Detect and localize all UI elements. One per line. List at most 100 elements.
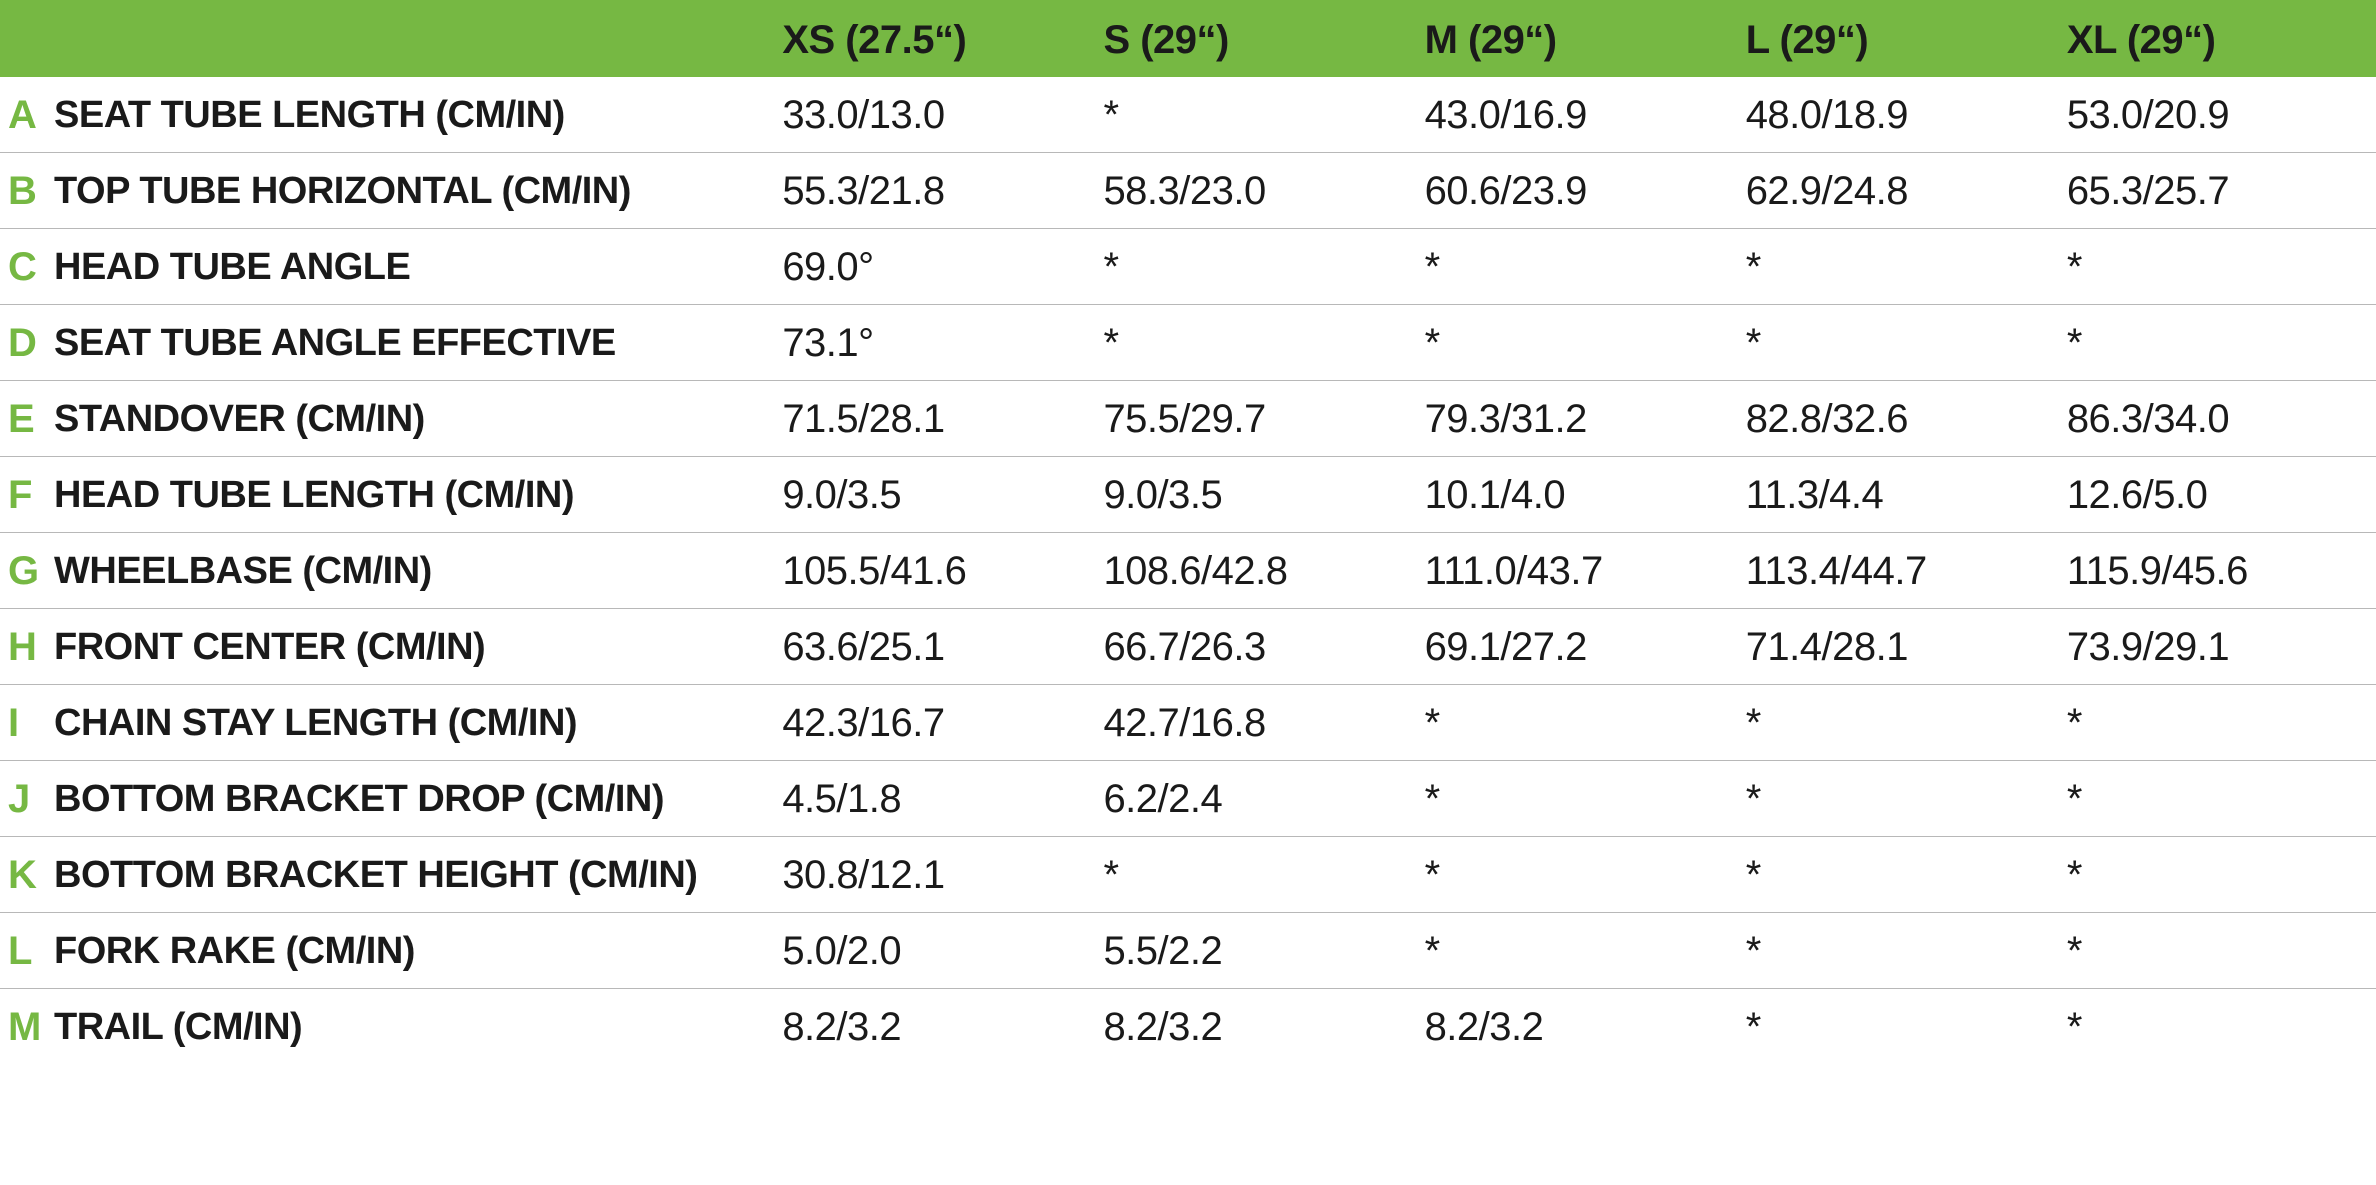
cell-value: * bbox=[1734, 229, 2055, 305]
cell-value: * bbox=[2055, 305, 2376, 381]
row-letter: M bbox=[0, 989, 50, 1065]
cell-value: 42.3/16.7 bbox=[770, 685, 1091, 761]
cell-value: 73.1° bbox=[770, 305, 1091, 381]
cell-value: * bbox=[1734, 761, 2055, 837]
cell-value: 8.2/3.2 bbox=[1091, 989, 1412, 1065]
cell-value: * bbox=[1091, 229, 1412, 305]
cell-value: 10.1/4.0 bbox=[1413, 457, 1734, 533]
cell-value: * bbox=[1734, 305, 2055, 381]
cell-value: 6.2/2.4 bbox=[1091, 761, 1412, 837]
cell-value: 71.4/28.1 bbox=[1734, 609, 2055, 685]
cell-value: 60.6/23.9 bbox=[1413, 153, 1734, 229]
cell-value: 69.0° bbox=[770, 229, 1091, 305]
cell-value: * bbox=[2055, 685, 2376, 761]
row-label: HEAD TUBE ANGLE bbox=[50, 229, 770, 305]
table-row: I CHAIN STAY LENGTH (CM/IN) 42.3/16.7 42… bbox=[0, 685, 2376, 761]
cell-value: * bbox=[1413, 685, 1734, 761]
geometry-table: XS (27.5“) S (29“) M (29“) L (29“) XL (2… bbox=[0, 0, 2376, 1064]
row-letter: J bbox=[0, 761, 50, 837]
table-row: J BOTTOM BRACKET DROP (CM/IN) 4.5/1.8 6.… bbox=[0, 761, 2376, 837]
row-label: FORK RAKE (CM/IN) bbox=[50, 913, 770, 989]
row-letter: L bbox=[0, 913, 50, 989]
header-col-m: M (29“) bbox=[1413, 0, 1734, 77]
cell-value: * bbox=[1091, 305, 1412, 381]
cell-value: 73.9/29.1 bbox=[2055, 609, 2376, 685]
row-letter: K bbox=[0, 837, 50, 913]
cell-value: 9.0/3.5 bbox=[770, 457, 1091, 533]
row-letter: H bbox=[0, 609, 50, 685]
cell-value: 9.0/3.5 bbox=[1091, 457, 1412, 533]
cell-value: 12.6/5.0 bbox=[2055, 457, 2376, 533]
cell-value: 86.3/34.0 bbox=[2055, 381, 2376, 457]
cell-value: 11.3/4.4 bbox=[1734, 457, 2055, 533]
table-row: D SEAT TUBE ANGLE EFFECTIVE 73.1° * * * … bbox=[0, 305, 2376, 381]
row-letter: A bbox=[0, 77, 50, 153]
table-row: G WHEELBASE (CM/IN) 105.5/41.6 108.6/42.… bbox=[0, 533, 2376, 609]
table-body: A SEAT TUBE LENGTH (CM/IN) 33.0/13.0 * 4… bbox=[0, 77, 2376, 1064]
table-row: A SEAT TUBE LENGTH (CM/IN) 33.0/13.0 * 4… bbox=[0, 77, 2376, 153]
cell-value: * bbox=[1413, 913, 1734, 989]
row-label: BOTTOM BRACKET DROP (CM/IN) bbox=[50, 761, 770, 837]
table-row: E STANDOVER (CM/IN) 71.5/28.1 75.5/29.7 … bbox=[0, 381, 2376, 457]
row-label: BOTTOM BRACKET HEIGHT (CM/IN) bbox=[50, 837, 770, 913]
cell-value: 63.6/25.1 bbox=[770, 609, 1091, 685]
row-letter: D bbox=[0, 305, 50, 381]
cell-value: 30.8/12.1 bbox=[770, 837, 1091, 913]
cell-value: 48.0/18.9 bbox=[1734, 77, 2055, 153]
cell-value: 82.8/32.6 bbox=[1734, 381, 2055, 457]
cell-value: 8.2/3.2 bbox=[1413, 989, 1734, 1065]
header-col-xs: XS (27.5“) bbox=[770, 0, 1091, 77]
cell-value: 42.7/16.8 bbox=[1091, 685, 1412, 761]
cell-value: * bbox=[1734, 989, 2055, 1065]
cell-value: 113.4/44.7 bbox=[1734, 533, 2055, 609]
header-col-l: L (29“) bbox=[1734, 0, 2055, 77]
cell-value: * bbox=[1413, 837, 1734, 913]
cell-value: 5.0/2.0 bbox=[770, 913, 1091, 989]
cell-value: 111.0/43.7 bbox=[1413, 533, 1734, 609]
row-label: WHEELBASE (CM/IN) bbox=[50, 533, 770, 609]
header-col-xl: XL (29“) bbox=[2055, 0, 2376, 77]
row-letter: E bbox=[0, 381, 50, 457]
header-col-s: S (29“) bbox=[1091, 0, 1412, 77]
row-label: CHAIN STAY LENGTH (CM/IN) bbox=[50, 685, 770, 761]
cell-value: 43.0/16.9 bbox=[1413, 77, 1734, 153]
row-label: STANDOVER (CM/IN) bbox=[50, 381, 770, 457]
row-label: SEAT TUBE LENGTH (CM/IN) bbox=[50, 77, 770, 153]
header-blank bbox=[0, 0, 770, 77]
cell-value: 105.5/41.6 bbox=[770, 533, 1091, 609]
cell-value: 66.7/26.3 bbox=[1091, 609, 1412, 685]
cell-value: * bbox=[1413, 305, 1734, 381]
cell-value: * bbox=[1734, 913, 2055, 989]
cell-value: 79.3/31.2 bbox=[1413, 381, 1734, 457]
cell-value: * bbox=[2055, 229, 2376, 305]
cell-value: * bbox=[1091, 77, 1412, 153]
row-letter: C bbox=[0, 229, 50, 305]
cell-value: * bbox=[2055, 989, 2376, 1065]
row-letter: G bbox=[0, 533, 50, 609]
cell-value: 5.5/2.2 bbox=[1091, 913, 1412, 989]
row-label: FRONT CENTER (CM/IN) bbox=[50, 609, 770, 685]
cell-value: 65.3/25.7 bbox=[2055, 153, 2376, 229]
table-row: H FRONT CENTER (CM/IN) 63.6/25.1 66.7/26… bbox=[0, 609, 2376, 685]
cell-value: 8.2/3.2 bbox=[770, 989, 1091, 1065]
cell-value: 62.9/24.8 bbox=[1734, 153, 2055, 229]
cell-value: * bbox=[2055, 761, 2376, 837]
cell-value: 4.5/1.8 bbox=[770, 761, 1091, 837]
row-label: HEAD TUBE LENGTH (CM/IN) bbox=[50, 457, 770, 533]
table-row: M TRAIL (CM/IN) 8.2/3.2 8.2/3.2 8.2/3.2 … bbox=[0, 989, 2376, 1065]
cell-value: * bbox=[1413, 761, 1734, 837]
row-label: SEAT TUBE ANGLE EFFECTIVE bbox=[50, 305, 770, 381]
cell-value: 55.3/21.8 bbox=[770, 153, 1091, 229]
table-row: K BOTTOM BRACKET HEIGHT (CM/IN) 30.8/12.… bbox=[0, 837, 2376, 913]
table-row: L FORK RAKE (CM/IN) 5.0/2.0 5.5/2.2 * * … bbox=[0, 913, 2376, 989]
table-row: F HEAD TUBE LENGTH (CM/IN) 9.0/3.5 9.0/3… bbox=[0, 457, 2376, 533]
table-row: B TOP TUBE HORIZONTAL (CM/IN) 55.3/21.8 … bbox=[0, 153, 2376, 229]
cell-value: * bbox=[2055, 837, 2376, 913]
cell-value: * bbox=[2055, 913, 2376, 989]
cell-value: * bbox=[1734, 685, 2055, 761]
cell-value: 71.5/28.1 bbox=[770, 381, 1091, 457]
row-label: TOP TUBE HORIZONTAL (CM/IN) bbox=[50, 153, 770, 229]
table-row: C HEAD TUBE ANGLE 69.0° * * * * bbox=[0, 229, 2376, 305]
cell-value: 53.0/20.9 bbox=[2055, 77, 2376, 153]
row-letter: B bbox=[0, 153, 50, 229]
